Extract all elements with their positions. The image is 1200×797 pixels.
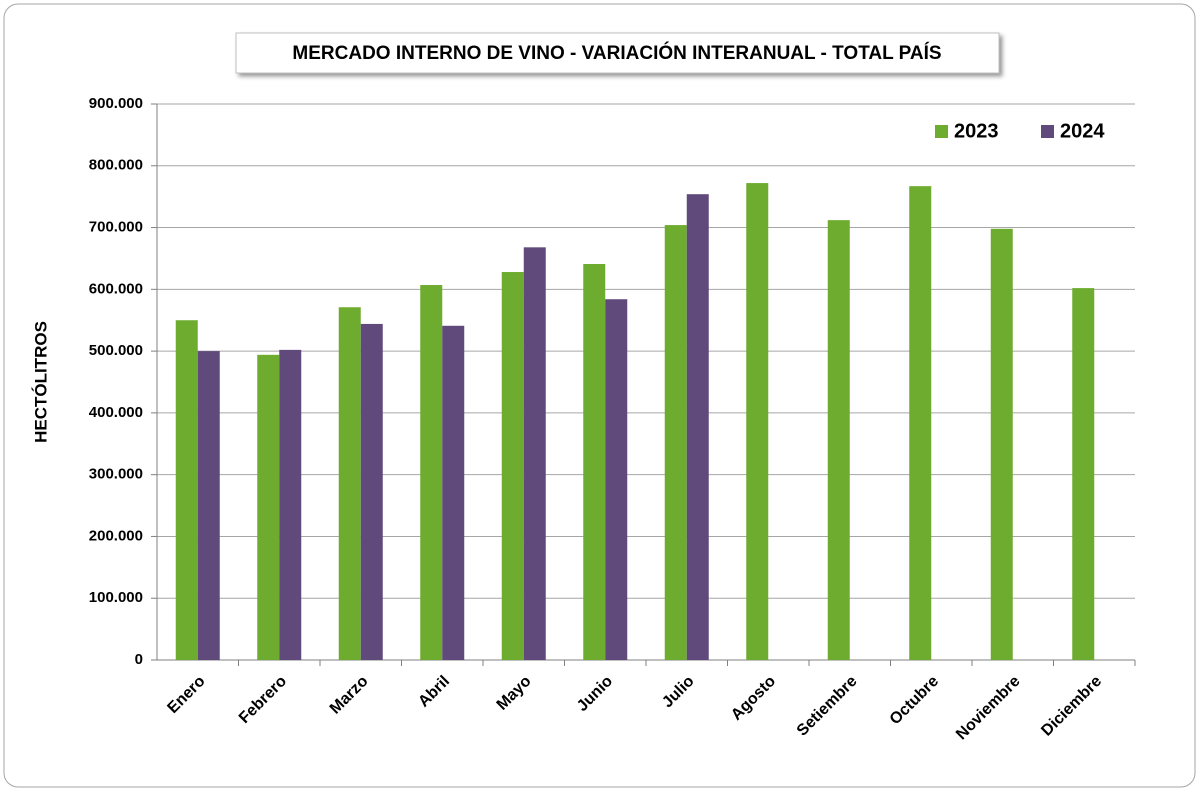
bar	[175, 320, 198, 660]
bar	[279, 349, 302, 660]
bar	[338, 307, 361, 660]
title-box	[235, 32, 1000, 74]
y-tick-label: 900.000	[89, 95, 143, 112]
y-tick-label: 400.000	[89, 404, 143, 421]
y-tick-label: 800.000	[89, 157, 143, 174]
chart-title: MERCADO INTERNO DE VINO - VARIACIÓN INTE…	[292, 42, 941, 64]
bar	[257, 354, 280, 660]
bar	[827, 220, 850, 661]
bar	[360, 323, 383, 660]
bar	[1072, 288, 1095, 660]
legend-label: 2023	[954, 120, 999, 142]
bar	[746, 183, 769, 660]
bar	[442, 325, 465, 660]
y-tick-label: 0	[135, 651, 143, 668]
bar	[990, 228, 1013, 660]
y-tick-label: 700.000	[89, 219, 143, 236]
bar	[605, 299, 628, 660]
bar	[501, 272, 524, 660]
y-tick-label: 100.000	[89, 589, 143, 606]
bar	[686, 194, 709, 660]
y-tick-label: 300.000	[89, 466, 143, 483]
y-axis-label: HECTÓLITROS	[31, 321, 50, 443]
bar	[909, 186, 932, 661]
bar	[420, 285, 443, 660]
legend-swatch	[1041, 125, 1054, 138]
bar	[583, 264, 606, 660]
y-tick-label: 500.000	[89, 342, 143, 359]
y-tick-label: 600.000	[89, 280, 143, 297]
bar	[523, 247, 546, 660]
y-tick-label: 200.000	[89, 527, 143, 544]
bar	[197, 351, 220, 660]
legend-label: 2024	[1060, 120, 1105, 142]
bar	[664, 225, 687, 660]
legend-swatch	[935, 125, 948, 138]
